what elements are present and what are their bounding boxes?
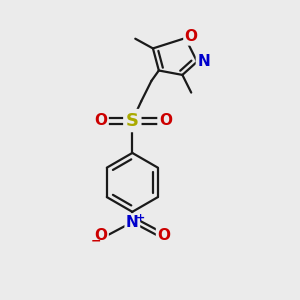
Text: −: − <box>90 234 101 247</box>
Text: O: O <box>94 113 107 128</box>
Text: +: + <box>136 213 145 223</box>
Text: O: O <box>159 113 172 128</box>
Text: O: O <box>94 228 107 243</box>
Text: N: N <box>197 54 210 69</box>
Text: N: N <box>126 214 139 230</box>
Text: S: S <box>126 112 139 130</box>
Text: O: O <box>157 228 170 243</box>
Text: O: O <box>185 29 198 44</box>
